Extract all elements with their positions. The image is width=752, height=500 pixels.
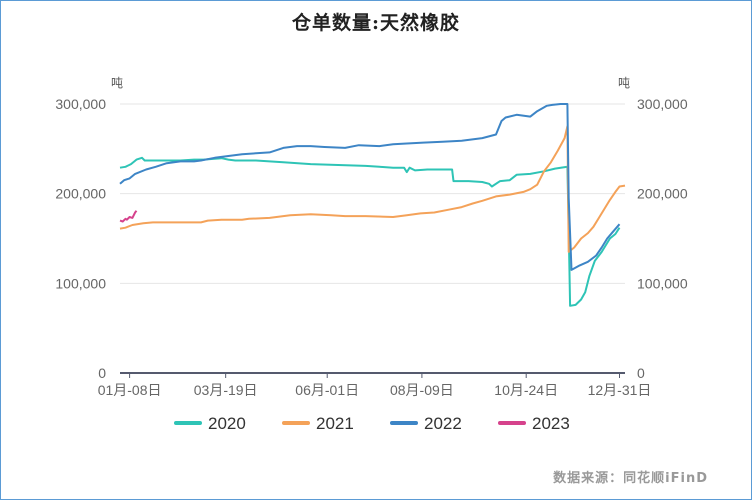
x-tick-label: 03月-19日 xyxy=(194,382,258,398)
y-tick-label-left: 200,000 xyxy=(55,186,106,202)
grid-lines xyxy=(120,103,625,284)
axes: 0 0 100,000 100,000 200,000 200,000 300,000 300… xyxy=(55,96,687,398)
y-tick-label-left: 300,000 xyxy=(55,96,106,112)
series-line-2020 xyxy=(119,156,621,307)
data-source-note: 数据来源：同花顺iFinD xyxy=(553,471,708,486)
y-tick-label-left: 0 xyxy=(98,365,106,381)
legend-label-2023: 2023 xyxy=(532,414,570,433)
chart-title: 仓单数量:天然橡胶 xyxy=(291,12,460,34)
y-tick-label-right: 200,000 xyxy=(637,186,688,202)
series-line-2021 xyxy=(119,125,626,253)
legend: 2020 2021 2022 2023 xyxy=(174,414,570,433)
x-tick-label: 12月-31日 xyxy=(588,382,652,398)
x-tick-label: 01月-08日 xyxy=(98,382,162,398)
x-tick-label: 08月-09日 xyxy=(390,382,454,398)
y-unit-right: 吨 xyxy=(618,76,630,90)
y-tick-label-right: 100,000 xyxy=(637,275,688,291)
y-unit-left: 吨 xyxy=(111,76,123,90)
y-tick-label-right: 0 xyxy=(637,365,645,381)
series-line-2022 xyxy=(119,103,621,271)
series-line-2023 xyxy=(119,210,138,223)
series-lines xyxy=(119,103,626,307)
y-tick-label-left: 100,000 xyxy=(55,275,106,291)
legend-label-2020: 2020 xyxy=(208,414,246,433)
x-tick-label: 06月-01日 xyxy=(295,382,359,398)
legend-label-2022: 2022 xyxy=(424,414,462,433)
y-tick-label-right: 300,000 xyxy=(637,96,688,112)
x-tick-label: 10月-24日 xyxy=(494,382,558,398)
legend-label-2021: 2021 xyxy=(316,414,354,433)
